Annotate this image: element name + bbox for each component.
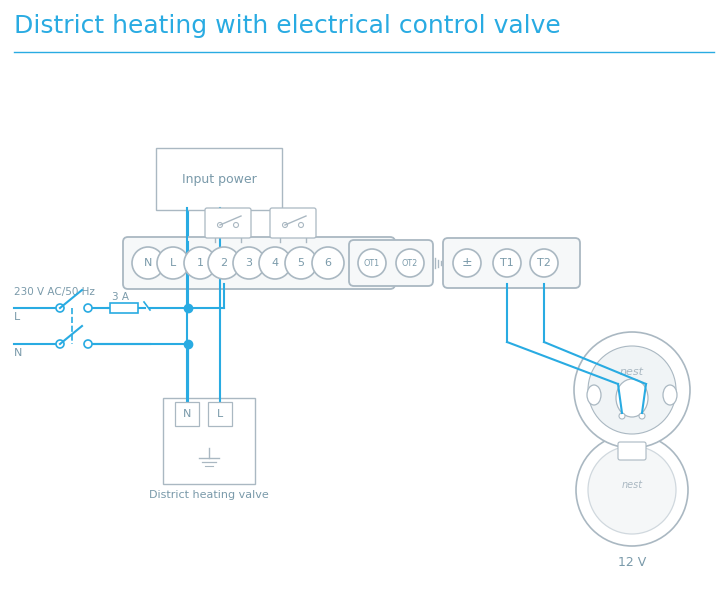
Text: T2: T2: [537, 258, 551, 268]
Text: OT1: OT1: [364, 258, 380, 267]
Ellipse shape: [587, 385, 601, 405]
FancyBboxPatch shape: [208, 402, 232, 426]
FancyBboxPatch shape: [618, 442, 646, 460]
Ellipse shape: [616, 379, 648, 417]
Circle shape: [576, 434, 688, 546]
Text: nest: nest: [620, 367, 644, 377]
Circle shape: [157, 247, 189, 279]
Text: 3 A: 3 A: [112, 292, 129, 302]
Text: N: N: [14, 348, 23, 358]
FancyBboxPatch shape: [110, 303, 138, 313]
Circle shape: [282, 223, 288, 228]
Text: District heating valve: District heating valve: [149, 490, 269, 500]
Circle shape: [132, 247, 164, 279]
FancyBboxPatch shape: [270, 208, 316, 238]
Text: 4: 4: [272, 258, 279, 268]
Circle shape: [396, 249, 424, 277]
Circle shape: [56, 304, 64, 312]
Circle shape: [453, 249, 481, 277]
Circle shape: [312, 247, 344, 279]
Text: District heating with electrical control valve: District heating with electrical control…: [14, 14, 561, 38]
Text: ±: ±: [462, 257, 472, 270]
Circle shape: [588, 346, 676, 434]
FancyBboxPatch shape: [123, 237, 395, 289]
Text: 6: 6: [325, 258, 331, 268]
Circle shape: [574, 332, 690, 448]
FancyBboxPatch shape: [349, 240, 433, 286]
Circle shape: [233, 247, 265, 279]
Text: T1: T1: [500, 258, 514, 268]
Circle shape: [639, 413, 645, 419]
Text: L: L: [170, 258, 176, 268]
Circle shape: [84, 340, 92, 348]
Text: L: L: [14, 312, 20, 322]
Circle shape: [358, 249, 386, 277]
Circle shape: [530, 249, 558, 277]
Text: N: N: [183, 409, 191, 419]
FancyBboxPatch shape: [175, 402, 199, 426]
Circle shape: [184, 247, 216, 279]
Text: N: N: [144, 258, 152, 268]
Text: OT2: OT2: [402, 258, 418, 267]
Circle shape: [619, 413, 625, 419]
Text: 1: 1: [197, 258, 204, 268]
Circle shape: [208, 247, 240, 279]
FancyBboxPatch shape: [163, 398, 255, 484]
Text: 3: 3: [245, 258, 253, 268]
Ellipse shape: [663, 385, 677, 405]
Circle shape: [298, 223, 304, 228]
Text: L: L: [217, 409, 223, 419]
Text: 5: 5: [298, 258, 304, 268]
Circle shape: [588, 446, 676, 534]
Text: nest: nest: [622, 480, 643, 490]
FancyBboxPatch shape: [205, 208, 251, 238]
Circle shape: [56, 340, 64, 348]
FancyBboxPatch shape: [443, 238, 580, 288]
FancyBboxPatch shape: [156, 148, 282, 210]
Circle shape: [259, 247, 291, 279]
Text: 2: 2: [221, 258, 228, 268]
Circle shape: [218, 223, 223, 228]
Circle shape: [84, 304, 92, 312]
Text: Input power: Input power: [181, 172, 256, 185]
Circle shape: [234, 223, 239, 228]
Circle shape: [285, 247, 317, 279]
Text: 12 V: 12 V: [618, 556, 646, 569]
Text: 230 V AC/50 Hz: 230 V AC/50 Hz: [14, 287, 95, 297]
Circle shape: [493, 249, 521, 277]
